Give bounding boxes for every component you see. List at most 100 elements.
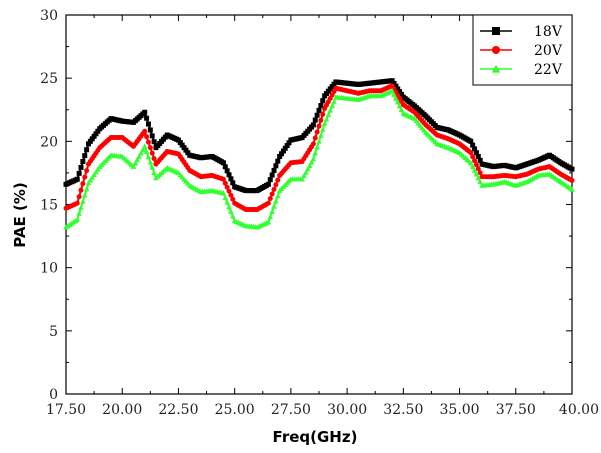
data-point — [308, 159, 315, 165]
data-point — [473, 162, 479, 168]
x-tick-label: 32.50 — [383, 402, 423, 418]
data-point — [269, 172, 275, 178]
data-point — [78, 187, 84, 193]
data-point — [151, 169, 157, 175]
data-point — [85, 141, 91, 147]
data-point — [147, 145, 153, 151]
x-tick-label: 20.00 — [102, 402, 142, 418]
data-point — [316, 107, 322, 113]
data-point — [181, 145, 187, 151]
data-point — [74, 200, 80, 206]
data-point — [175, 137, 181, 143]
data-point — [269, 191, 275, 197]
data-point — [396, 103, 403, 109]
data-point — [395, 86, 401, 92]
data-point — [226, 204, 232, 210]
data-point — [301, 173, 307, 179]
data-point — [89, 174, 96, 180]
data-point — [286, 140, 292, 146]
data-point — [314, 144, 320, 150]
data-point — [76, 170, 82, 176]
data-point — [267, 214, 274, 220]
data-point — [89, 136, 95, 142]
data-point — [93, 131, 99, 137]
legend-entry-18V: 18V — [480, 24, 563, 40]
legend-marker — [491, 64, 501, 73]
data-point — [267, 177, 273, 183]
legend-label: 22V — [534, 62, 563, 78]
data-point — [136, 153, 142, 159]
data-point — [284, 143, 290, 149]
series-20V — [63, 83, 575, 213]
data-point — [130, 163, 137, 169]
data-point — [319, 126, 326, 132]
data-point — [279, 151, 285, 157]
data-point — [314, 129, 320, 135]
y-tick-label: 5 — [49, 324, 58, 340]
data-point — [475, 166, 481, 172]
x-tick-label: 30.00 — [327, 402, 367, 418]
data-point — [327, 107, 334, 113]
data-point — [141, 143, 148, 149]
data-point — [224, 184, 230, 190]
data-point — [87, 177, 94, 183]
series-22V — [63, 87, 575, 230]
y-tick-label: 20 — [40, 134, 58, 150]
x-tick-label: 40.00 — [559, 402, 599, 418]
data-point — [470, 154, 476, 160]
data-point — [273, 182, 279, 188]
data-point — [151, 156, 157, 162]
data-point — [475, 175, 482, 181]
data-point — [84, 168, 90, 174]
data-point — [74, 216, 81, 222]
data-point — [84, 147, 90, 153]
data-point — [318, 117, 324, 123]
x-tick-label: 25.00 — [215, 402, 255, 418]
data-point — [477, 157, 483, 163]
data-point — [312, 150, 319, 156]
data-point — [318, 103, 324, 109]
data-point — [80, 198, 86, 204]
data-point — [306, 162, 313, 169]
data-point — [398, 91, 404, 97]
data-point — [149, 164, 156, 170]
data-point — [269, 208, 275, 214]
data-point — [274, 193, 281, 199]
data-point — [391, 91, 397, 97]
data-point — [325, 111, 332, 118]
data-point — [323, 116, 330, 122]
data-point — [80, 159, 86, 165]
data-point — [468, 159, 474, 166]
data-point — [477, 170, 483, 176]
data-point — [477, 178, 483, 185]
y-tick-label: 10 — [40, 261, 58, 277]
data-point — [149, 133, 155, 139]
legend-marker — [492, 27, 500, 35]
data-point — [220, 190, 227, 196]
x-tick-label: 17.50 — [46, 402, 86, 418]
y-tick-label: 25 — [40, 71, 58, 87]
data-point — [468, 150, 474, 156]
data-point — [230, 196, 236, 202]
data-point — [81, 192, 88, 198]
data-point — [569, 186, 575, 192]
data-point — [470, 142, 476, 148]
data-point — [230, 180, 236, 186]
data-point — [320, 98, 326, 104]
data-point — [140, 146, 146, 153]
data-point — [312, 117, 318, 123]
data-point — [226, 188, 232, 194]
data-point — [329, 103, 335, 109]
data-point — [312, 135, 318, 141]
data-point — [316, 123, 322, 129]
data-point — [265, 219, 272, 225]
data-point — [391, 80, 397, 86]
x-tick-label: 22.50 — [158, 402, 198, 418]
legend: 18V 20V 22V — [472, 14, 573, 86]
data-point — [149, 150, 155, 156]
data-point — [95, 166, 101, 172]
data-point — [132, 160, 139, 166]
data-point — [468, 138, 474, 144]
data-point — [142, 128, 148, 134]
